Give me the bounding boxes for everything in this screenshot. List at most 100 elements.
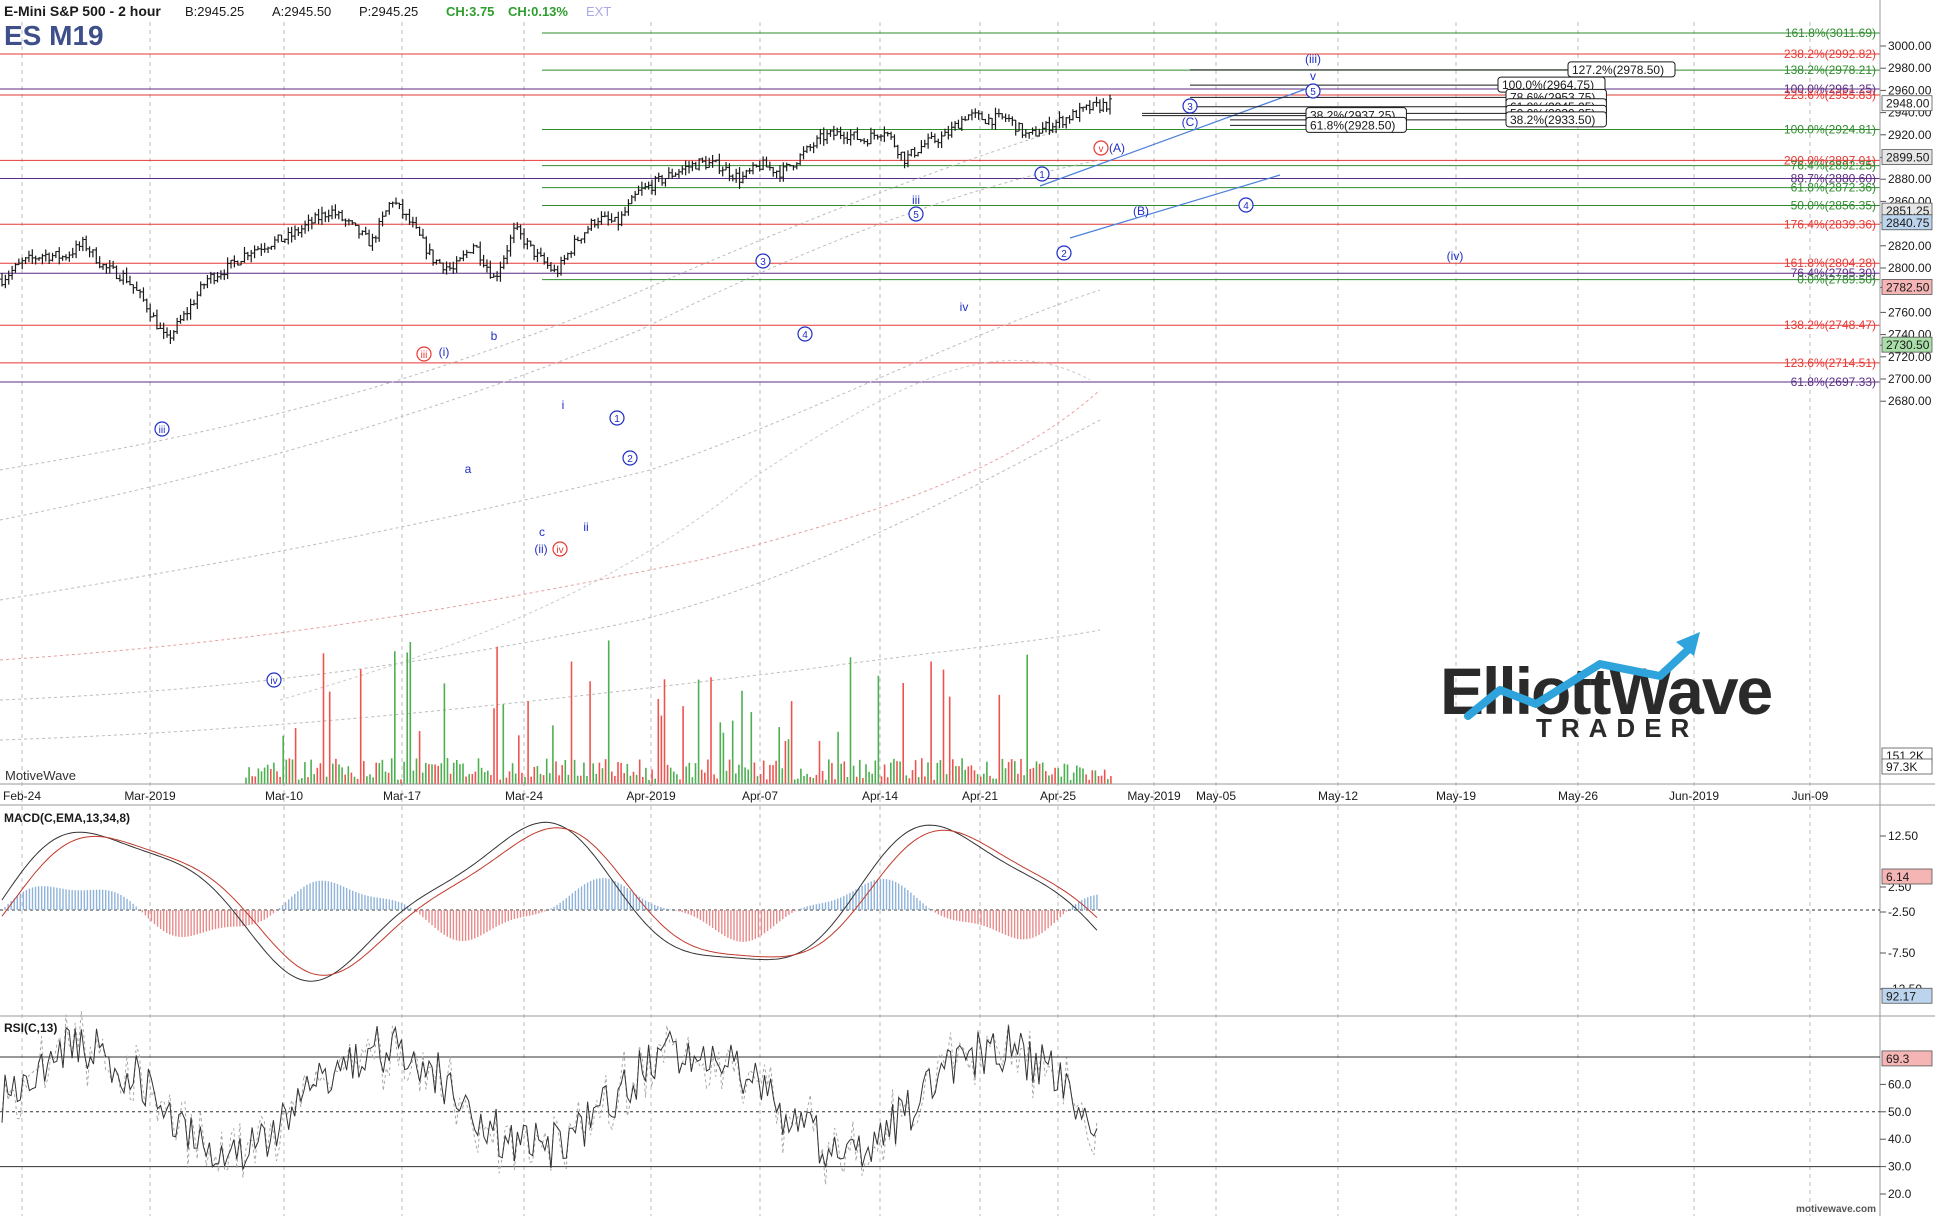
fib-label: 76.4%(2795.30) xyxy=(1791,266,1876,280)
projection-boxes: 127.2%(2978.50)100.0%(2964.75)78.6%(2953… xyxy=(1142,61,1676,133)
motivewave-watermark: MotiveWave xyxy=(5,768,76,783)
price-tick-label: 3000.00 xyxy=(1888,39,1932,53)
price-tick-label: 2880.00 xyxy=(1888,172,1932,186)
wave-label: i xyxy=(562,398,565,412)
macd-tick-label: -7.50 xyxy=(1888,946,1916,960)
date-label: May-05 xyxy=(1196,789,1236,803)
moving-average-curve xyxy=(0,389,1101,661)
date-label: Apr-07 xyxy=(742,789,778,803)
price-highlight-label: 2782.50 xyxy=(1886,280,1930,294)
projection-label: 100.0%(2964.75) xyxy=(1502,78,1594,92)
price-highlight-label: 2730.50 xyxy=(1886,338,1930,352)
change-percent: CH:0.13% xyxy=(508,4,568,19)
rsi-tick-label: 40.0 xyxy=(1888,1132,1912,1146)
moving-average-curve xyxy=(279,359,1091,701)
wave-label: 3 xyxy=(760,257,766,268)
wave-label: (C) xyxy=(1182,115,1199,129)
fib-label: 138.2%(2748.47) xyxy=(1784,318,1876,332)
wave-label: (i) xyxy=(439,345,450,359)
rsi-tick-label: 50.0 xyxy=(1888,1105,1912,1119)
wave-label: iv xyxy=(270,676,277,687)
wave-label: 4 xyxy=(802,330,808,341)
fib-label: 223.6%(2955.83) xyxy=(1784,88,1876,102)
wave-label: 4 xyxy=(1243,201,1249,212)
date-label: Jun-2019 xyxy=(1669,789,1719,803)
fib-label: 76.4%(2892.25) xyxy=(1791,159,1876,173)
logo-sub-text: TRADER xyxy=(1536,713,1698,743)
price-highlight-box xyxy=(1881,279,1933,295)
logo-arrow-icon xyxy=(1676,632,1700,656)
date-label: Apr-14 xyxy=(862,789,898,803)
macd-value-label: 6.14 xyxy=(1886,870,1910,884)
wave-circle xyxy=(755,253,771,269)
price-axis[interactable]: 3000.002980.002960.002940.002920.002899.… xyxy=(1880,39,1933,775)
rsi-upper-box xyxy=(1881,987,1933,1004)
fib-label: 176.4%(2839.36) xyxy=(1784,217,1876,231)
projection-label: 127.2%(2978.50) xyxy=(1572,63,1664,77)
macd-line xyxy=(1,821,1098,982)
moving-average-curve xyxy=(0,289,1101,601)
date-label: Feb-24 xyxy=(3,789,41,803)
projection-label: 61.8%(2928.50) xyxy=(1310,118,1395,132)
macd-value-box xyxy=(1881,868,1933,885)
wave-label: iv xyxy=(556,545,563,556)
date-label: Apr-2019 xyxy=(626,789,676,803)
footer-brand: motivewave.com xyxy=(1796,1204,1876,1215)
price-highlight-box xyxy=(1881,149,1933,165)
moving-average-curve xyxy=(0,629,1101,741)
projection-box xyxy=(1567,61,1676,78)
wave-circle xyxy=(1238,197,1254,213)
price-highlight-box xyxy=(1881,336,1933,353)
wave-label: (A) xyxy=(1109,141,1125,155)
wave-circle xyxy=(797,326,813,342)
wave-label: iii xyxy=(421,350,428,361)
rsi-value-label: 69.3 xyxy=(1886,1052,1910,1066)
fib-label: 88.7%(2880.60) xyxy=(1791,172,1876,186)
projection-box xyxy=(1305,116,1407,133)
price-highlight-label: 2840.75 xyxy=(1886,216,1930,230)
price-tick-label: 2820.00 xyxy=(1888,239,1932,253)
date-label: Mar-17 xyxy=(383,789,421,803)
fib-label: 161.8%(2804.28) xyxy=(1784,256,1876,270)
fib-label: 50.0%(2856.35) xyxy=(1791,198,1876,212)
date-label: May-19 xyxy=(1436,789,1476,803)
price-highlight-box xyxy=(1881,214,1933,231)
macd-tick-label: -2.50 xyxy=(1888,905,1916,919)
date-label: May-12 xyxy=(1318,789,1358,803)
wave-circle xyxy=(1056,245,1072,261)
rsi-pane[interactable]: RSI(C,13) 60.0 50.0 40.0 30.0 20.0 92.17 69.3 xyxy=(0,987,1933,1201)
wave-label: 5 xyxy=(1310,87,1316,98)
moving-average-curve xyxy=(0,129,1061,471)
date-axis[interactable]: Feb-24 Mar-2019 Mar-10 Mar-17 Mar-24 Apr-2019… xyxy=(3,789,1829,803)
date-label: Apr-25 xyxy=(1040,789,1076,803)
rsi-title: RSI(C,13) xyxy=(4,1021,57,1035)
macd-pane[interactable]: MACD(C,EMA,13,34,8)12.502.50-2.50-7.50-1… xyxy=(0,811,1933,996)
projection-label: 38.2%(2933.50) xyxy=(1510,113,1595,127)
rsi-tick-label: 30.0 xyxy=(1888,1160,1912,1174)
wave-circle xyxy=(908,206,924,222)
price-tick-label: 2680.00 xyxy=(1888,394,1932,408)
rsi-band xyxy=(1,1011,1098,1185)
change-value: CH:3.75 xyxy=(446,4,494,19)
wave-label: (iii) xyxy=(1305,52,1321,66)
wave-circle xyxy=(622,450,638,466)
fibonacci-levels: 161.8%(3011.69) 238.2%(2992.82) 138.2%(297… xyxy=(0,26,1880,389)
moving-average-curve xyxy=(0,159,1101,521)
price-tick-label: 2720.00 xyxy=(1888,350,1932,364)
wave-circle xyxy=(154,421,170,437)
price-bars xyxy=(0,94,1112,344)
fib-label: 238.2%(2992.82) xyxy=(1784,47,1876,61)
wave-label: 3 xyxy=(1187,102,1193,113)
wave-label: v xyxy=(1099,144,1104,155)
price-highlight-label: 2899.50 xyxy=(1886,151,1930,165)
fib-label: 0.0%(2789.50) xyxy=(1797,273,1876,287)
rsi-value-box xyxy=(1881,1050,1933,1067)
rsi-tick-label: 60.0 xyxy=(1888,1077,1912,1091)
wave-label: v xyxy=(1310,69,1316,83)
wave-circle xyxy=(552,541,568,557)
price-tick-label: 2920.00 xyxy=(1888,128,1932,142)
date-label: May-2019 xyxy=(1127,789,1181,803)
elliottwave-trader-logo: ElliottWave TRADER xyxy=(1440,632,1774,743)
